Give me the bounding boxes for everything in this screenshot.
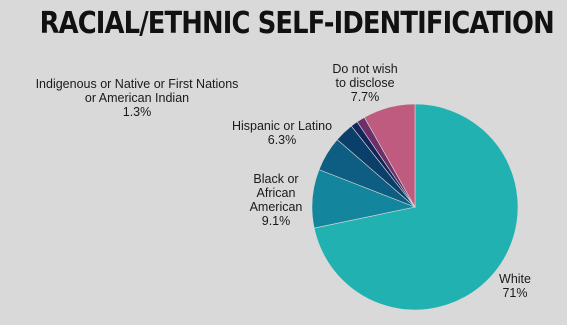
label-white-value: 71%: [502, 286, 528, 300]
label-nodisclose-value: 7.7%: [350, 90, 380, 104]
label-black-value: 9.1%: [261, 214, 291, 228]
label-nodisclose-line1: Do not wish: [332, 62, 398, 76]
pie-slice-6: [363, 103, 416, 209]
label-hispanic-name: Hispanic or Latino: [231, 119, 333, 133]
label-indigenous-line1: Indigenous or Native or First Nations: [35, 77, 239, 91]
label-nodisclose-line2: to disclose: [335, 76, 395, 90]
label-black: Black or African American 9.1%: [236, 172, 316, 228]
label-indigenous-value: 1.3%: [122, 105, 152, 119]
label-indigenous-line2: or American Indian: [84, 91, 190, 105]
label-hispanic: Hispanic or Latino 6.3%: [222, 119, 342, 147]
chart-title: RACIAL/ETHNIC SELF-IDENTIFICATION: [39, 6, 555, 41]
label-black-line2: African: [256, 186, 296, 200]
label-indigenous: Indigenous or Native or First Nations or…: [22, 77, 252, 119]
label-nodisclose: Do not wish to disclose 7.7%: [325, 62, 405, 104]
label-white-name: White: [499, 272, 531, 286]
label-white: White 71%: [490, 272, 540, 300]
label-black-line3: American: [249, 200, 303, 214]
pie-slice-0: [313, 103, 519, 311]
label-hispanic-value: 6.3%: [267, 133, 297, 147]
label-black-line1: Black or: [253, 172, 299, 186]
